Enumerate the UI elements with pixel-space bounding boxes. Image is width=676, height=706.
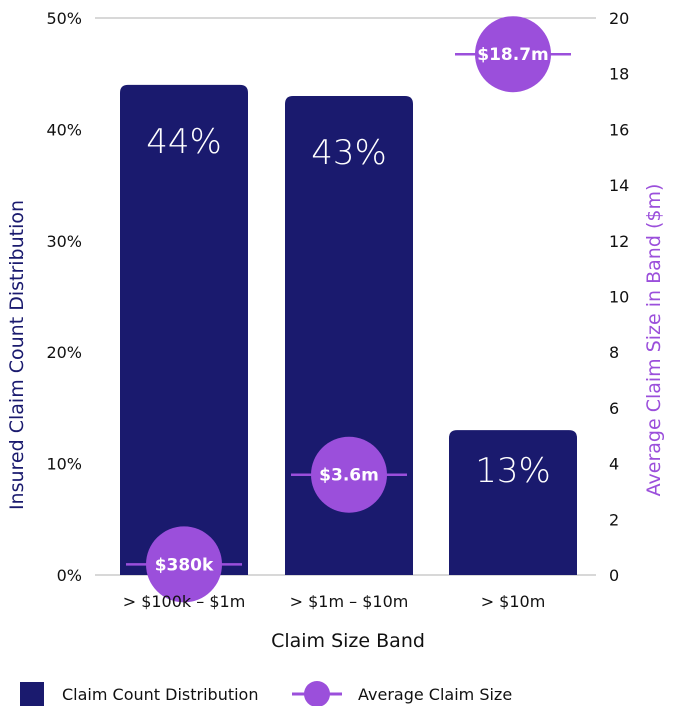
x-tick-label: > $1m – $10m xyxy=(290,592,409,611)
x-tick-label: > $10m xyxy=(481,592,546,611)
y-tick-label: 40% xyxy=(46,120,82,139)
y-tick-label: 0% xyxy=(57,566,82,585)
y2-tick-label: 16 xyxy=(609,120,629,139)
y-tick-label: 20% xyxy=(46,343,82,362)
axes: 0% 10% 20% 30% 40% 50% 0 2 4 6 8 10 12 14 16 18 20 > $100… xyxy=(46,9,629,611)
y2-tick-label: 8 xyxy=(609,343,619,362)
legend-swatch-bar xyxy=(20,682,44,706)
y2-tick-label: 20 xyxy=(609,9,629,28)
y2-tick-label: 12 xyxy=(609,232,629,251)
legend: Claim Count Distribution Average Claim S… xyxy=(20,681,512,706)
average-markers: $380k $3.6m $18.7m xyxy=(126,16,571,603)
bar xyxy=(449,430,577,575)
legend-label-dot: Average Claim Size xyxy=(358,685,512,704)
y2-tick-label: 4 xyxy=(609,455,619,474)
average-value-label: $18.7m xyxy=(477,45,549,65)
y-tick-label: 50% xyxy=(46,9,82,28)
y2-tick-label: 6 xyxy=(609,399,619,418)
y2-tick-label: 10 xyxy=(609,288,629,307)
y2-tick-label: 2 xyxy=(609,510,619,529)
legend-label-bar: Claim Count Distribution xyxy=(62,685,258,704)
y-tick-label: 30% xyxy=(46,232,82,251)
average-marker xyxy=(146,526,222,603)
average-value-label: $3.6m xyxy=(319,466,379,486)
bar-value-label: 44% xyxy=(146,122,222,162)
y-axis-title: Insured Claim Count Distribution xyxy=(6,200,28,510)
x-axis-title: Claim Size Band xyxy=(271,630,425,652)
bar-value-label: 43% xyxy=(311,133,387,173)
y2-tick-label: 0 xyxy=(609,566,619,585)
x-tick-label: > $100k – $1m xyxy=(123,592,246,611)
y2-axis-title: Average Claim Size in Band ($m) xyxy=(643,184,665,497)
y-tick-label: 10% xyxy=(46,455,82,474)
average-marker xyxy=(475,16,551,93)
average-value-label: $380k xyxy=(155,555,214,575)
bar-value-label: 13% xyxy=(475,451,551,491)
y2-tick-label: 14 xyxy=(609,176,629,195)
bar xyxy=(120,84,248,575)
legend-swatch-dot xyxy=(304,681,330,706)
average-marker xyxy=(311,436,387,513)
y2-tick-label: 18 xyxy=(609,65,629,84)
